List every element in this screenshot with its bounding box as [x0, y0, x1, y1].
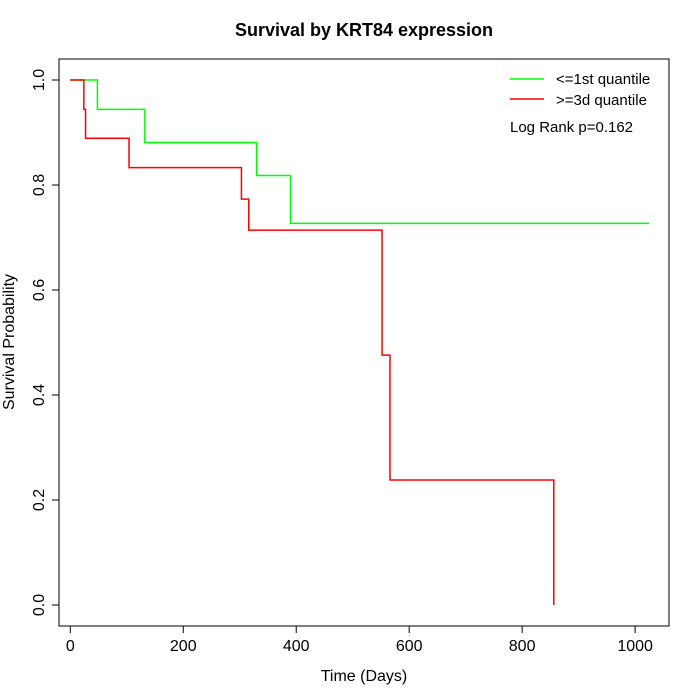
y-tick-label: 0.4: [31, 384, 48, 406]
y-tick-label: 0.2: [31, 489, 48, 511]
x-axis-label: Time (Days): [321, 668, 408, 685]
y-tick-label: 1.0: [31, 69, 48, 91]
y-tick-label: 0.0: [31, 594, 48, 616]
y-tick-label: 0.6: [31, 279, 48, 301]
x-axis: 0 200 400 600 800 1000: [66, 625, 653, 655]
x-tick-label: 0: [66, 638, 75, 655]
x-tick-label: 400: [283, 638, 310, 655]
x-tick-label: 600: [396, 638, 423, 655]
y-axis: 0.0 0.2 0.4 0.6 0.8 1.0: [31, 69, 60, 616]
series-line-low-quantile: [70, 79, 650, 225]
chart-title: Survival by KRT84 expression: [235, 20, 493, 40]
series-layer: [70, 79, 650, 605]
legend-label-low: <=1st quantile: [556, 71, 650, 88]
y-tick-label: 0.8: [31, 174, 48, 196]
y-axis-label: Survival Probability: [1, 274, 18, 410]
x-tick-label: 1000: [617, 638, 653, 655]
x-tick-label: 200: [170, 638, 197, 655]
plot-area-frame: [58, 58, 670, 627]
legend-label-high: >=3d quantile: [556, 92, 647, 109]
log-rank-annotation: Log Rank p=0.162: [510, 119, 633, 136]
legend: <=1st quantile >=3d quantile: [510, 71, 650, 109]
series-line-high-quantile: [70, 79, 555, 605]
x-tick-label: 800: [509, 638, 536, 655]
